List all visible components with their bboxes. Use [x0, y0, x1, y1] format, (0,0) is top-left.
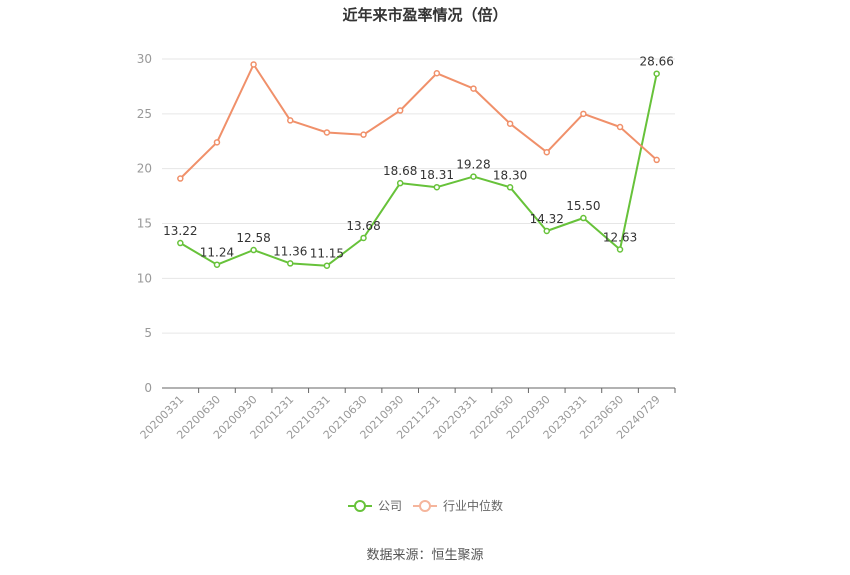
series-point-0 — [177, 239, 184, 247]
series-point-0 — [396, 179, 404, 187]
series-point-0 — [250, 246, 257, 254]
data-source: 数据来源：恒生聚源 — [366, 548, 483, 563]
series-point-1 — [653, 156, 660, 164]
series-point-1 — [396, 107, 404, 114]
series-point-0 — [653, 70, 660, 77]
series-point-1 — [616, 123, 624, 131]
legend-marker-industry — [419, 500, 431, 512]
series-point-1 — [543, 148, 550, 156]
grid-lines — [162, 58, 675, 334]
data-label: 11.36 — [273, 244, 307, 258]
y-tick-label: 5 — [144, 326, 152, 340]
data-label: 12.63 — [603, 230, 637, 244]
series-point-0 — [580, 214, 587, 222]
series-group — [177, 61, 660, 269]
data-label: 15.50 — [566, 199, 600, 213]
series-point-0 — [433, 183, 441, 191]
data-label: 12.58 — [236, 231, 270, 245]
series-line-1 — [179, 63, 658, 180]
y-tick-label: 25 — [137, 107, 152, 121]
series-point-1 — [433, 70, 441, 77]
series-point-0 — [287, 260, 294, 267]
legend-label-industry: 行业中位数 — [443, 498, 503, 513]
series-point-0 — [470, 173, 477, 180]
series-point-1 — [506, 120, 514, 127]
data-label: 19.28 — [456, 158, 490, 172]
series-point-0 — [323, 262, 331, 269]
data-label: 14.32 — [530, 212, 564, 226]
series-point-1 — [287, 117, 294, 124]
y-tick-label: 15 — [137, 217, 152, 231]
legend-item-industry-median[interactable]: 行业中位数 — [413, 498, 503, 513]
series-line-0 — [179, 73, 658, 267]
data-label: 18.31 — [420, 168, 454, 182]
series-point-0 — [360, 234, 367, 242]
series-point-1 — [213, 139, 221, 146]
series-point-1 — [360, 131, 367, 138]
chart-title: 近年来市盈率情况（倍） — [342, 6, 507, 24]
y-axis-ticks: 0 5 10 15 20 25 30 — [137, 52, 152, 395]
series-point-1 — [323, 129, 331, 136]
data-label: 11.24 — [200, 246, 234, 260]
series-point-1 — [580, 110, 587, 118]
y-tick-label: 10 — [137, 271, 152, 285]
legend-label-company: 公司 — [378, 499, 402, 513]
series-point-0 — [506, 184, 514, 191]
y-tick-label: 20 — [137, 162, 152, 176]
legend-item-company[interactable]: 公司 — [348, 499, 402, 513]
data-label: 18.30 — [493, 168, 527, 182]
data-label: 13.68 — [346, 219, 380, 233]
series-point-0 — [616, 246, 624, 253]
data-label: 28.66 — [639, 55, 673, 69]
series-point-0 — [213, 261, 221, 268]
legend-marker-company — [354, 500, 366, 512]
x-axis-ticks: 2020033120200630202009302020123120210331… — [138, 388, 676, 442]
y-tick-label: 30 — [137, 52, 152, 66]
series-point-0 — [543, 227, 550, 235]
series-point-1 — [177, 175, 184, 182]
series-point-1 — [250, 61, 257, 68]
data-label: 13.22 — [163, 224, 197, 238]
legend[interactable]: 公司 行业中位数 — [348, 498, 503, 513]
series-point-1 — [470, 85, 477, 92]
y-tick-label: 0 — [144, 381, 152, 395]
data-label: 18.68 — [383, 164, 417, 178]
data-label: 11.15 — [310, 247, 344, 261]
